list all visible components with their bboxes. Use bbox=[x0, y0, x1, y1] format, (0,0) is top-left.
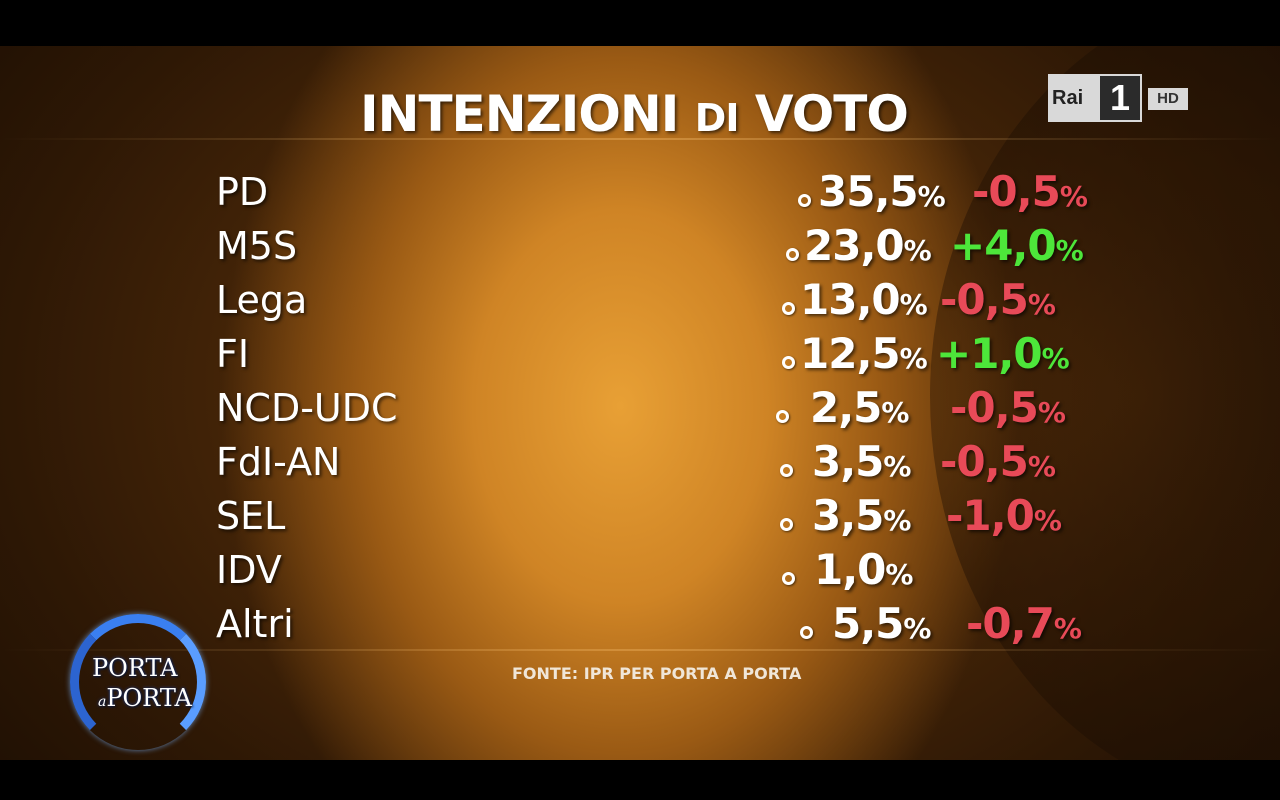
vote-change: -0,5% bbox=[972, 166, 1088, 223]
change-value: -0,5 bbox=[972, 167, 1061, 216]
table-row: PD 35,5% -0,5% bbox=[0, 164, 1280, 220]
bullet-icon bbox=[780, 464, 793, 477]
percent-sign: % bbox=[1037, 396, 1066, 429]
percent-sign: % bbox=[1027, 450, 1056, 483]
percent-sign: % bbox=[883, 450, 911, 483]
logo-text: aPORTA bbox=[98, 684, 192, 712]
title-word: INTENZIONI bbox=[360, 85, 679, 143]
vote-change: -0,5% bbox=[940, 274, 1056, 331]
table-row: NCD-UDC 2,5% -0,5% bbox=[0, 380, 1280, 436]
change-value: -0,5 bbox=[950, 383, 1039, 432]
vote-value: 3,5 bbox=[812, 491, 884, 540]
percent-sign: % bbox=[1033, 504, 1062, 537]
bullet-icon bbox=[798, 194, 811, 207]
logo-arc bbox=[70, 614, 206, 750]
vote-change: +4,0% bbox=[950, 220, 1084, 277]
table-row: FdI-AN 3,5% -0,5% bbox=[0, 434, 1280, 490]
party-name: PD bbox=[216, 170, 269, 214]
vote-change: -0,7% bbox=[966, 598, 1082, 655]
table-row: SEL 3,5% -1,0% bbox=[0, 488, 1280, 544]
percent-sign: % bbox=[917, 180, 946, 213]
bullet-icon bbox=[782, 356, 795, 369]
title-word: DI bbox=[694, 96, 740, 140]
party-name: M5S bbox=[216, 224, 298, 268]
party-name: IDV bbox=[216, 548, 282, 592]
percent-sign: % bbox=[883, 504, 911, 537]
vote-value: 2,5 bbox=[810, 383, 882, 432]
party-name: SEL bbox=[216, 494, 286, 538]
party-name: Altri bbox=[216, 602, 294, 646]
hd-badge: HD bbox=[1148, 88, 1188, 110]
logo-text-line2: PORTA bbox=[106, 684, 192, 712]
bullet-icon bbox=[786, 248, 799, 261]
vote-percentage: 13,0% bbox=[800, 274, 928, 331]
vote-percentage: 23,0% bbox=[804, 220, 932, 277]
vote-percentage: 12,5% bbox=[800, 328, 928, 385]
bullet-icon bbox=[782, 572, 795, 585]
percent-sign: % bbox=[1055, 234, 1084, 267]
source-note: FONTE: IPR PER PORTA A PORTA bbox=[512, 664, 802, 683]
change-value: -0,5 bbox=[940, 275, 1029, 324]
bullet-icon bbox=[800, 626, 813, 639]
change-value: +1,0 bbox=[936, 329, 1043, 378]
page-title: INTENZIONI DI VOTO bbox=[360, 82, 920, 146]
percent-sign: % bbox=[881, 396, 909, 429]
percent-sign: % bbox=[885, 558, 913, 591]
vote-percentage: 1,0% bbox=[814, 544, 913, 601]
percent-sign: % bbox=[1059, 180, 1088, 213]
table-row: Altri 5,5% -0,7% bbox=[0, 596, 1280, 652]
logo-text: PORTA bbox=[92, 654, 178, 682]
party-name: NCD-UDC bbox=[216, 386, 398, 430]
change-value: +4,0 bbox=[950, 221, 1057, 270]
vote-change: -0,5% bbox=[940, 436, 1056, 493]
rai1-hd-logo: Rai 1 HD bbox=[1048, 74, 1188, 122]
vote-value: 3,5 bbox=[812, 437, 884, 486]
vote-percentage: 3,5% bbox=[812, 436, 911, 493]
channel-number: 1 bbox=[1100, 76, 1140, 120]
vote-change: -1,0% bbox=[946, 490, 1062, 547]
change-value: -0,7 bbox=[966, 599, 1055, 648]
divider-line bbox=[0, 649, 1280, 651]
percent-sign: % bbox=[903, 234, 932, 267]
vote-percentage: 3,5% bbox=[812, 490, 911, 547]
broadcast-graphic bbox=[0, 46, 1280, 760]
bullet-icon bbox=[776, 410, 789, 423]
vote-value: 1,0 bbox=[814, 545, 886, 594]
percent-sign: % bbox=[1041, 342, 1070, 375]
table-row: IDV 1,0% bbox=[0, 542, 1280, 598]
table-row: Lega 13,0% -0,5% bbox=[0, 272, 1280, 328]
party-name: FdI-AN bbox=[216, 440, 341, 484]
vote-value: 35,5 bbox=[818, 167, 919, 216]
percent-sign: % bbox=[903, 612, 931, 645]
percent-sign: % bbox=[1027, 288, 1056, 321]
change-value: -0,5 bbox=[940, 437, 1029, 486]
divider-line bbox=[0, 138, 1280, 140]
bullet-icon bbox=[782, 302, 795, 315]
percent-sign: % bbox=[1053, 612, 1082, 645]
party-name: Lega bbox=[216, 278, 308, 322]
party-name: FI bbox=[216, 332, 250, 376]
vote-change: +1,0% bbox=[936, 328, 1070, 385]
vote-percentage: 2,5% bbox=[810, 382, 909, 439]
vote-value: 13,0 bbox=[800, 275, 901, 324]
vote-percentage: 5,5% bbox=[832, 598, 931, 655]
vote-value: 23,0 bbox=[804, 221, 905, 270]
title-word: VOTO bbox=[754, 85, 909, 143]
change-value: -1,0 bbox=[946, 491, 1035, 540]
porta-a-porta-logo: PORTA aPORTA bbox=[66, 614, 206, 750]
table-row: FI 12,5% +1,0% bbox=[0, 326, 1280, 382]
vote-change: -0,5% bbox=[950, 382, 1066, 439]
vote-value: 12,5 bbox=[800, 329, 901, 378]
vote-value: 5,5 bbox=[832, 599, 904, 648]
logo-connector: a bbox=[98, 694, 107, 710]
percent-sign: % bbox=[899, 342, 928, 375]
vote-percentage: 35,5% bbox=[818, 166, 946, 223]
bullet-icon bbox=[780, 518, 793, 531]
percent-sign: % bbox=[899, 288, 928, 321]
table-row: M5S 23,0% +4,0% bbox=[0, 218, 1280, 274]
